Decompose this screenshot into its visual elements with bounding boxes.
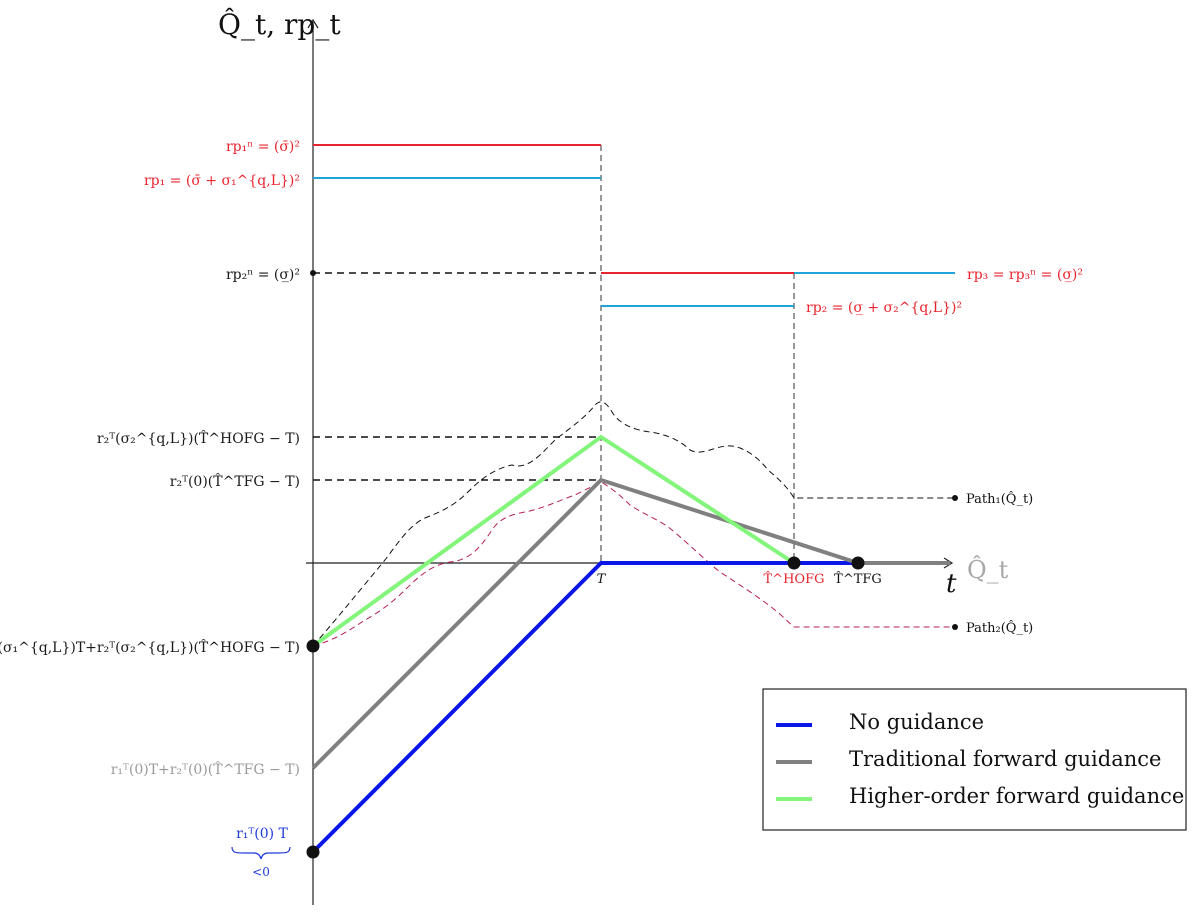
path1-dot [952, 495, 958, 501]
legend-label-no-guidance: No guidance [849, 710, 984, 734]
path2-curve [312, 481, 955, 647]
x-axis-label-q: Q̂_t [967, 556, 1009, 584]
x-axis-label-t: t [946, 569, 957, 599]
legend-box [762, 688, 1187, 831]
legend-label-tfg: Traditional forward guidance [849, 747, 1161, 771]
hofg-line [311, 434, 796, 648]
rp3-label: rp₃ = rp₃ⁿ = (σ̲)² [967, 267, 1083, 283]
tick-T: T [597, 572, 607, 587]
hofg-end-marker [787, 556, 801, 570]
legend: No guidance Traditional forward guidance… [762, 688, 1187, 831]
no-guidance-line [311, 561, 950, 854]
y-axis-label: Q̂_t, rp_t [218, 8, 341, 41]
ng-start-marker [306, 845, 320, 859]
path2-label: Path₂(Q̂_t) [966, 620, 1033, 636]
path1-curve [312, 401, 955, 647]
tick-tfg: T̂^TFG [834, 571, 882, 587]
rp1n-label: rp₁ⁿ = (σ̄)² [226, 139, 300, 155]
hofg-level-label: r₂ᵀ(σ₂^{q,L})(T̂^HOFG − T) [97, 429, 300, 447]
tfg-level-label: r₂ᵀ(0)(T̂^TFG − T) [170, 472, 300, 490]
x-axis-arrow [943, 557, 954, 569]
rp2n-label: rp₂ⁿ = (σ̲)² [226, 267, 300, 283]
rp1-label: rp₁ = (σ̄ + σ₁^{q,L})² [144, 173, 300, 189]
ng-start-note: <0 [252, 865, 270, 879]
y-axis-arrow [307, 18, 319, 29]
tfg-end-marker [851, 556, 865, 570]
legend-label-hofg: Higher-order forward guidance [849, 784, 1184, 808]
ng-start-label: r₁ᵀ(0) T [236, 826, 288, 842]
hofg-start-marker [306, 639, 320, 653]
rp2n-dot [310, 270, 316, 276]
path2-dot [952, 624, 958, 630]
path1-label: Path₁(Q̂_t) [966, 491, 1033, 507]
rp2-label: rp₂ = (σ̲ + σ₂^{q,L})² [806, 300, 962, 316]
underbrace [231, 846, 291, 860]
tfg-start-label: r₁ᵀ(0)T+r₂ᵀ(0)(T̂^TFG − T) [111, 760, 300, 778]
hofg-start-label: r₁ᵀ(σ₁^{q,L})T+r₂ᵀ(σ₂^{q,L})(T̂^HOFG − T… [0, 638, 300, 656]
tick-hofg: T̂^HOFG [764, 571, 825, 587]
